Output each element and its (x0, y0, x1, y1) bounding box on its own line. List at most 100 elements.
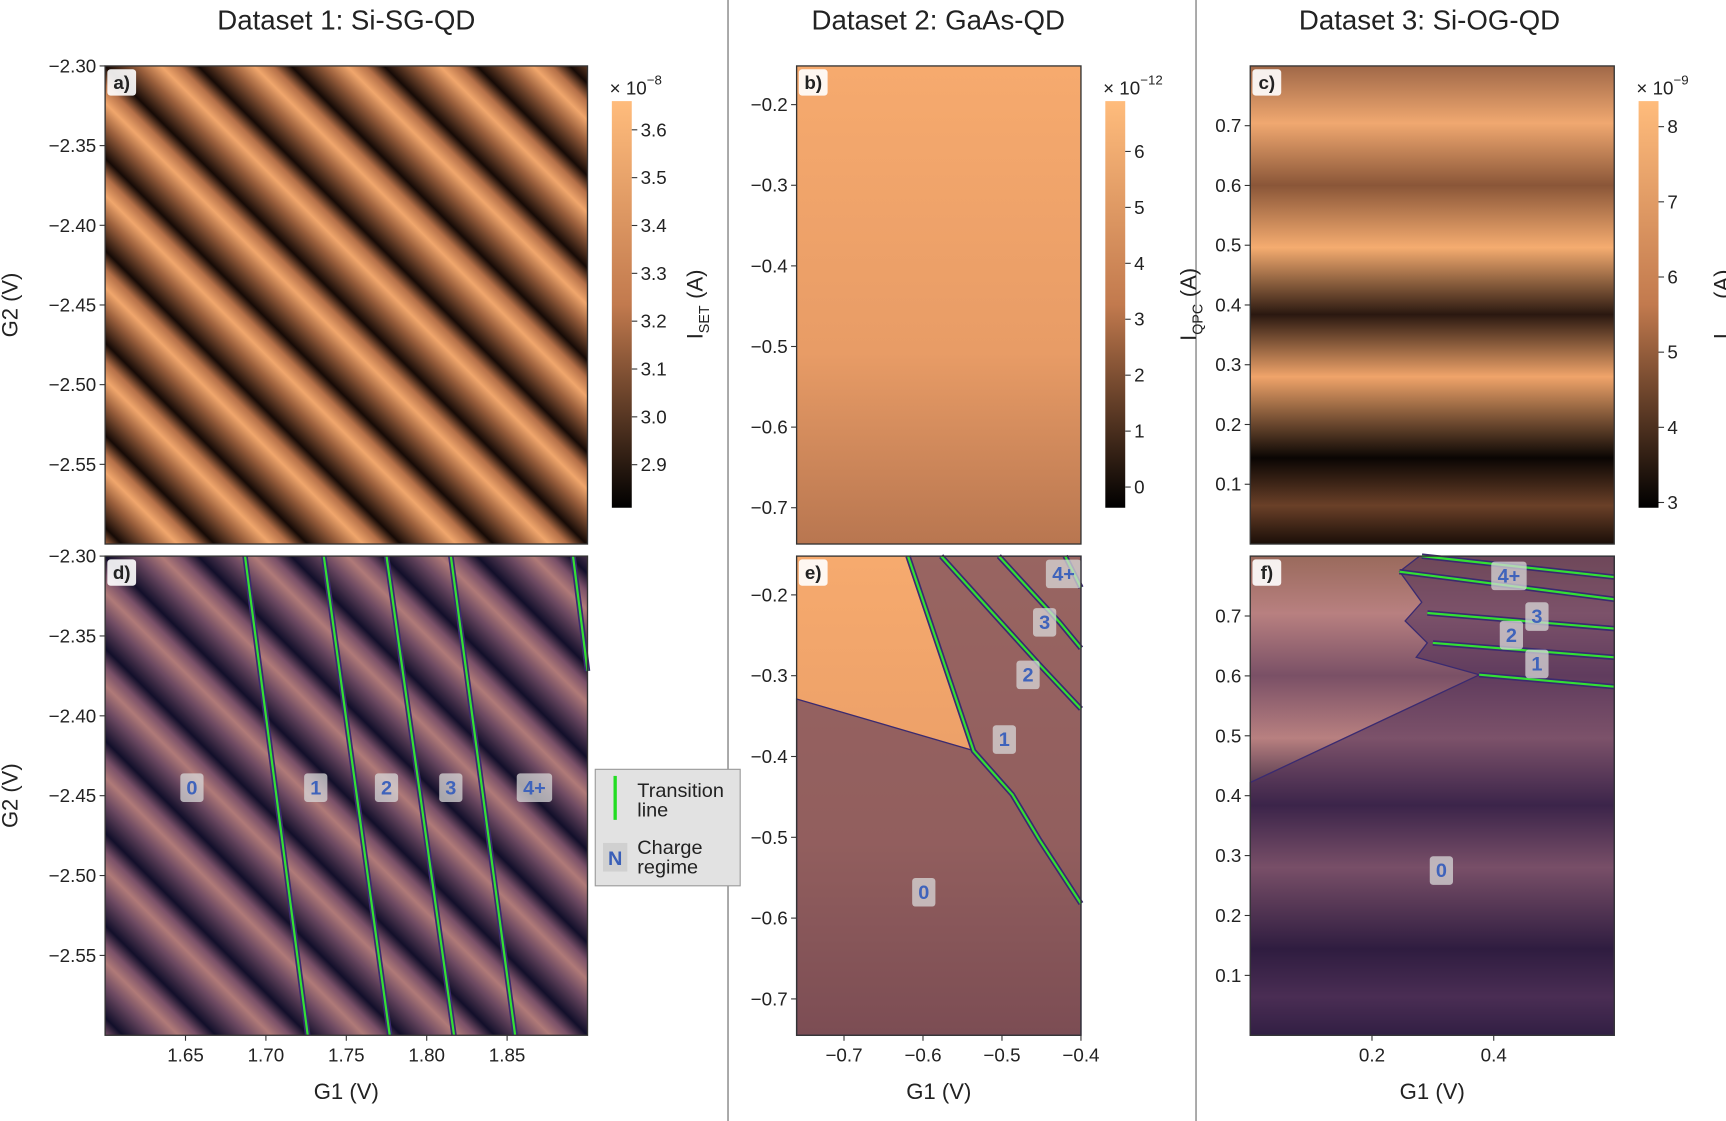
y-tick-label: −2.40 (49, 705, 97, 726)
legend-label: Charge (637, 837, 702, 859)
colorbar (611, 101, 632, 508)
colorbar-tick-label: 4 (1667, 417, 1677, 438)
y-tick-label: −0.4 (751, 255, 788, 276)
legend: Transition line N Charge regime (594, 768, 741, 887)
panel-title: Dataset 2: GaAs-QD (812, 5, 1065, 36)
y-tick-label: 0.4 (1215, 785, 1241, 806)
x-tick-label: 0.4 (1481, 1045, 1507, 1066)
transition-line (243, 555, 309, 1036)
heatmap-image (1250, 65, 1615, 545)
y-tick-label: 0.7 (1215, 115, 1241, 136)
panel-label-bg (1252, 559, 1282, 586)
colorbar-label-main: I (1709, 333, 1726, 339)
colorbar-tick-label: 3.4 (641, 215, 667, 236)
legend-label: Transition (637, 780, 724, 802)
regime-label: 2 (381, 777, 392, 799)
y-tick-label: −2.30 (49, 546, 97, 567)
y-tick-label: −0.7 (751, 988, 788, 1009)
transition-line (1427, 611, 1615, 630)
regime-label: 4+ (523, 777, 546, 799)
y-tick-label: −2.55 (49, 945, 97, 966)
regime-label-bg (912, 877, 936, 907)
x-tick-label: 0.2 (1359, 1045, 1385, 1066)
y-tick-label: 0.1 (1215, 474, 1241, 495)
y-tick-label: −2.35 (49, 135, 97, 156)
colorbar-multiplier: × 10−12 (1103, 73, 1163, 99)
y-tick-label: −2.50 (49, 374, 97, 395)
y-tick-label: −0.2 (751, 584, 788, 605)
panel-label: c) (1258, 72, 1275, 93)
x-axis-label: G1 (V) (906, 1079, 971, 1104)
y-tick-label: 0.5 (1215, 725, 1241, 746)
y-tick-label: −0.2 (751, 94, 788, 115)
colorbar-tick-label: 6 (1134, 141, 1144, 162)
y-tick-label: −0.3 (751, 665, 788, 686)
regime-label-bg (992, 725, 1016, 754)
colorbar-label: ISET (A) (1709, 270, 1726, 340)
panel-label-bg (1252, 69, 1282, 96)
transition-line (1432, 641, 1615, 659)
panel-label: b) (804, 72, 822, 93)
regime-label-bg (1491, 561, 1527, 591)
y-tick-label: 0.3 (1215, 845, 1241, 866)
x-tick-label: −0.4 (1062, 1045, 1099, 1066)
colorbar-tick-label: 3.2 (641, 311, 667, 332)
y-tick-label: 0.6 (1215, 175, 1241, 196)
y-tick-label: −0.6 (751, 908, 788, 929)
y-tick-label: −2.45 (49, 785, 97, 806)
regime-label-bg (1499, 620, 1523, 650)
colorbar (1105, 101, 1126, 508)
transition-line (571, 555, 589, 672)
colorbar-tick-label: 5 (1134, 197, 1144, 218)
panel-title: Dataset 3: Si-OG-QD (1299, 5, 1560, 36)
y-tick-label: 0.6 (1215, 665, 1241, 686)
y-tick-label: −2.55 (49, 454, 97, 475)
x-tick-label: −0.7 (825, 1045, 862, 1066)
colorbar-tick-label: 3.5 (641, 167, 667, 188)
y-tick-label: −2.45 (49, 295, 97, 316)
y-tick-label: 0.3 (1215, 354, 1241, 375)
panel-label-bg (798, 559, 828, 586)
colorbar-label-unit: (A) (683, 270, 708, 299)
colorbar-label: IQPC (A) (1176, 268, 1207, 341)
regime-label: 3 (445, 777, 456, 799)
y-axis-label: G2 (V) (0, 273, 23, 338)
legend-label: regime (637, 857, 698, 879)
y-tick-label: 0.7 (1215, 606, 1241, 627)
regime-label-bg (1525, 649, 1549, 679)
panel: a) −2.30 −2.35 −2.40 −2.45 −2.50 −2.55 Dataset … (0, 5, 713, 545)
colorbar-multiplier-base: × 10 (1636, 78, 1673, 99)
x-axis-label: G1 (V) (314, 1079, 379, 1104)
regime-label-bg (516, 773, 553, 802)
colorbar-tick-label: 4 (1134, 253, 1144, 274)
colorbar-label-sub: SET (1724, 305, 1726, 333)
regime-label: 2 (1506, 625, 1517, 647)
panel: 0 123 4+ f) 0.1 0.2 0.3 0.4 0.5 0.6 0.7 0.2 0.4 G1 (V… (1215, 553, 1615, 1104)
transition-line (322, 555, 391, 1036)
colorbar-multiplier: × 10−9 (1636, 73, 1688, 99)
panel: c) 0.1 0.2 0.3 0.4 0.5 0.6 0.7 Dataset 3: Si-OG-… (1215, 5, 1726, 545)
heatmap-image (105, 65, 588, 545)
colorbar-multiplier: × 10−8 (610, 73, 662, 99)
colorbar-label-unit: (A) (1176, 268, 1201, 297)
regime-label: 0 (186, 777, 197, 799)
colorbar-label-unit: (A) (1709, 270, 1726, 299)
colorbar-tick-label: 2 (1134, 365, 1144, 386)
colorbar-tick-label: 5 (1667, 342, 1677, 363)
colorbar-label-sub: SET (697, 305, 713, 333)
panel: 0 1 2 3 4+ e) −0.2 −0.3 −0.4 −0.5 −0.6 −0.7 −0.7 −0.6… (751, 554, 1100, 1104)
regime-label-bg (374, 773, 399, 802)
regime-label-bg (1016, 660, 1040, 690)
y-tick-label: −2.35 (49, 626, 97, 647)
colorbar-tick-label: 6 (1667, 267, 1677, 288)
regime-label: 4+ (1052, 564, 1075, 586)
y-tick-label: −0.5 (751, 336, 788, 357)
colorbar (1638, 101, 1659, 508)
transition-line (940, 555, 1082, 710)
y-tick-label: −2.40 (49, 215, 97, 236)
x-tick-label: 1.85 (489, 1045, 526, 1066)
regime-label-bg (1525, 602, 1549, 631)
x-tick-label: 1.80 (408, 1045, 445, 1066)
transition-line (906, 555, 1082, 905)
y-tick-label: −2.30 (49, 55, 97, 76)
